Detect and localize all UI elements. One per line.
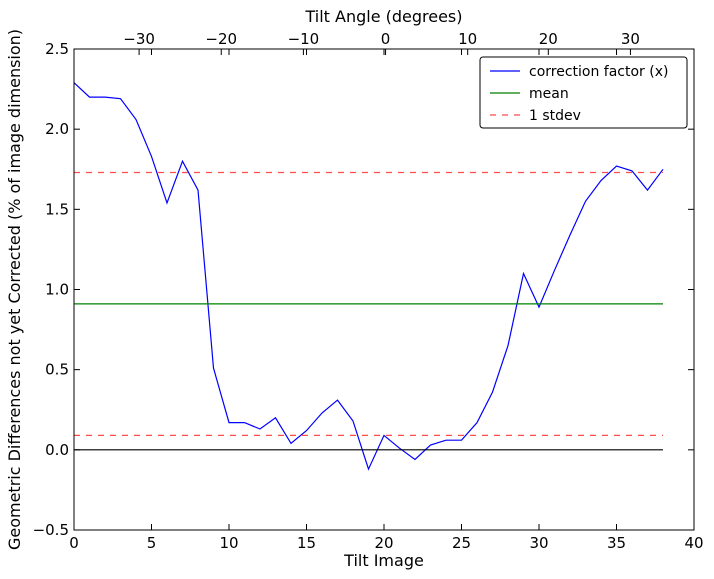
y-axis-title: Geometric Differences not yet Corrected …: [5, 29, 24, 550]
axis-ticks: 0 5 10 15 20 25 30 35 40 −0.5 0.0 0.5 1.0 1.5 2.0 2.5 −3…: [33, 30, 704, 552]
top-tick-label: 10: [458, 30, 477, 48]
y-tick-label: −0.5: [33, 521, 69, 539]
plot-lines: [73, 82, 664, 471]
top-tick-label: −30: [123, 30, 155, 48]
legend-box: [479, 56, 688, 129]
top-x-axis-title: Tilt Angle (degrees): [304, 7, 462, 26]
top-tick-label: 0: [381, 30, 391, 48]
x-tick-label: 5: [147, 534, 157, 552]
legend-label: mean: [529, 86, 569, 102]
y-tick-label: 2.0: [45, 120, 69, 138]
x-tick-label: 0: [69, 534, 79, 552]
top-tick-label: −20: [205, 30, 237, 48]
x-axis-title: Tilt Image: [343, 551, 424, 570]
legend-label: correction factor (x): [529, 64, 668, 80]
legend-label: 1 stdev: [529, 108, 581, 124]
y-tick-label: 1.5: [45, 200, 69, 218]
y-tick-label: 1.0: [45, 281, 69, 299]
top-tick-label: 20: [539, 30, 558, 48]
top-tick-label: 30: [621, 30, 640, 48]
x-tick-label: 10: [219, 534, 238, 552]
x-tick-label: 25: [452, 534, 471, 552]
x-tick-label: 35: [607, 534, 626, 552]
y-tick-label: 0.0: [45, 441, 69, 459]
series-line-correction-factor-x: [73, 82, 664, 471]
legend: correction factor (x) mean 1 stdev: [479, 56, 688, 129]
x-tick-label: 20: [374, 534, 393, 552]
y-tick-label: 2.5: [45, 40, 69, 58]
x-tick-label: 30: [529, 534, 548, 552]
x-tick-label: 40: [684, 534, 703, 552]
y-tick-label: 0.5: [45, 361, 69, 379]
x-tick-label: 15: [297, 534, 316, 552]
top-tick-label: −10: [288, 30, 320, 48]
